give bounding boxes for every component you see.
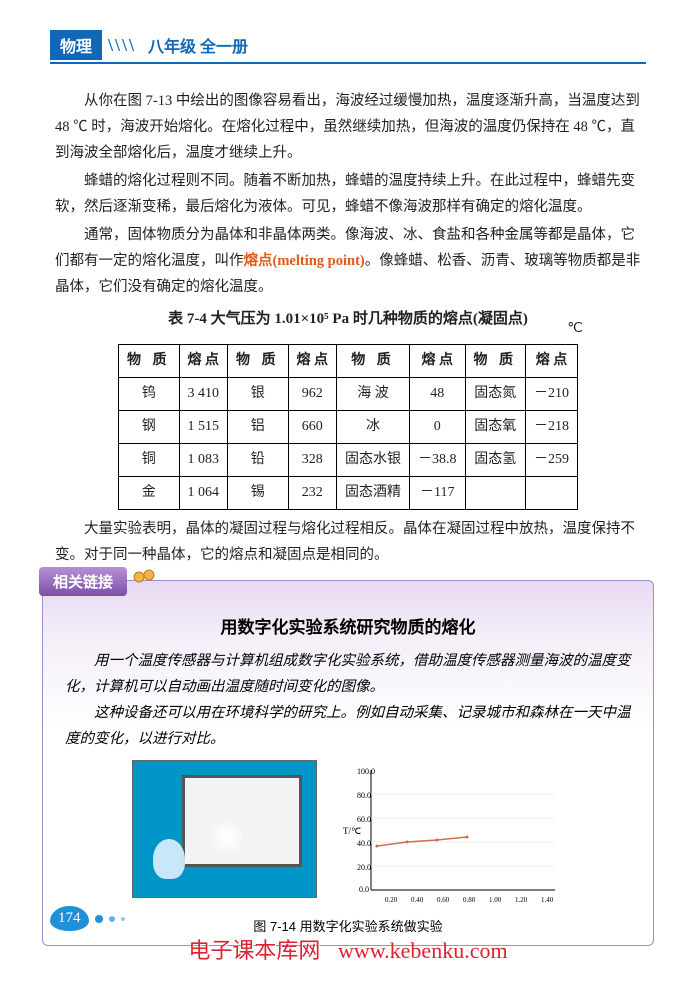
- dot-icon: [95, 915, 103, 923]
- related-link-tab: 相关链接: [39, 567, 127, 596]
- linked-p1: 用一个温度传感器与计算机组成数字化实验系统，借助温度传感器测量海波的温度变化，计…: [65, 648, 631, 700]
- dot-icon: [121, 917, 125, 921]
- svg-text:20.0: 20.0: [357, 863, 371, 872]
- svg-text:0.20: 0.20: [385, 896, 398, 904]
- page-number: 174: [50, 906, 89, 931]
- svg-text:1.40: 1.40: [541, 896, 554, 904]
- watermark: 电子课本库网 www.kebenku.com: [0, 933, 696, 965]
- svg-text:0.40: 0.40: [411, 896, 424, 904]
- svg-text:40.0: 40.0: [357, 839, 371, 848]
- melting-point-table: 物 质熔 点 物 质熔 点 物 质熔 点 物 质熔 点 钨3 410 银962 …: [118, 344, 578, 510]
- svg-text:1.00: 1.00: [489, 896, 502, 904]
- svg-text:1.20: 1.20: [515, 896, 528, 904]
- body-text: 从你在图 7-13 中绘出的图像容易看出，海波经过缓慢加热，温度逐渐升高，当温度…: [0, 64, 696, 568]
- table-row: 铜1 083 铅328 固态水银－38.8 固态氢－259: [119, 444, 578, 477]
- dot-icon: [109, 916, 115, 922]
- table-row: 金1 064 锡232 固态酒精－117: [119, 477, 578, 510]
- page-footer: 174: [50, 906, 125, 931]
- table-row: 钨3 410 银962 海 波48 固态氮－210: [119, 378, 578, 411]
- figure-chart: 100.0 80.0 60.0 40.0 20.0 0.0 T/℃ 0.20 0…: [335, 760, 565, 910]
- linked-p2: 这种设备还可以用在环境科学的研究上。例如自动采集、记录城市和森林在一天中温度的变…: [65, 700, 631, 752]
- watermark-label: 电子课本库网: [188, 938, 320, 963]
- page-header: 物理 \\\\ 八年级 全一册: [0, 0, 696, 60]
- paragraph-1: 从你在图 7-13 中绘出的图像容易看出，海波经过缓慢加热，温度逐渐升高，当温度…: [55, 88, 641, 166]
- paragraph-4: 大量实验表明，晶体的凝固过程与熔化过程相反。晶体在凝固过程中放热，温度保持不变。…: [55, 516, 641, 568]
- flask-shape: [153, 839, 185, 879]
- figure-photo: [132, 760, 317, 898]
- table-row: 钢1 515 铝660 冰0 固态氧－218: [119, 411, 578, 444]
- header-divider: \\\\: [108, 35, 136, 56]
- svg-text:80.0: 80.0: [357, 791, 371, 800]
- flower-deco-icon: [131, 567, 157, 587]
- ytick: 100.0: [357, 767, 375, 776]
- paragraph-3: 通常，固体物质分为晶体和非晶体两类。像海波、冰、食盐和各种金属等都是晶体，它们都…: [55, 222, 641, 300]
- svg-text:0.0: 0.0: [359, 885, 369, 894]
- watermark-url: www.kebenku.com: [338, 938, 508, 963]
- svg-text:0.60: 0.60: [437, 896, 450, 904]
- table-header-row: 物 质熔 点 物 质熔 点 物 质熔 点 物 质熔 点: [119, 345, 578, 378]
- term-melting-point-zh: 熔点: [244, 253, 273, 269]
- lens-flare: [211, 821, 243, 853]
- subject-label: 物理: [50, 30, 102, 60]
- svg-text:0.80: 0.80: [463, 896, 476, 904]
- y-axis-label: T/℃: [343, 826, 361, 836]
- linked-title: 用数字化实验系统研究物质的熔化: [65, 613, 631, 638]
- svg-text:60.0: 60.0: [357, 815, 371, 824]
- paragraph-2: 蜂蜡的熔化过程则不同。随着不断加热，蜂蜡的温度持续上升。在此过程中，蜂蜡先变软，…: [55, 168, 641, 220]
- grade-label: 八年级 全一册: [136, 33, 248, 57]
- monitor-shape: [182, 775, 302, 867]
- linked-body: 用一个温度传感器与计算机组成数字化实验系统，借助温度传感器测量海波的温度变化，计…: [65, 648, 631, 752]
- related-link-box: 相关链接 用数字化实验系统研究物质的熔化 用一个温度传感器与计算机组成数字化实验…: [42, 580, 654, 946]
- term-melting-point-en: (melting point): [273, 253, 365, 269]
- figure-row: 100.0 80.0 60.0 40.0 20.0 0.0 T/℃ 0.20 0…: [65, 760, 631, 910]
